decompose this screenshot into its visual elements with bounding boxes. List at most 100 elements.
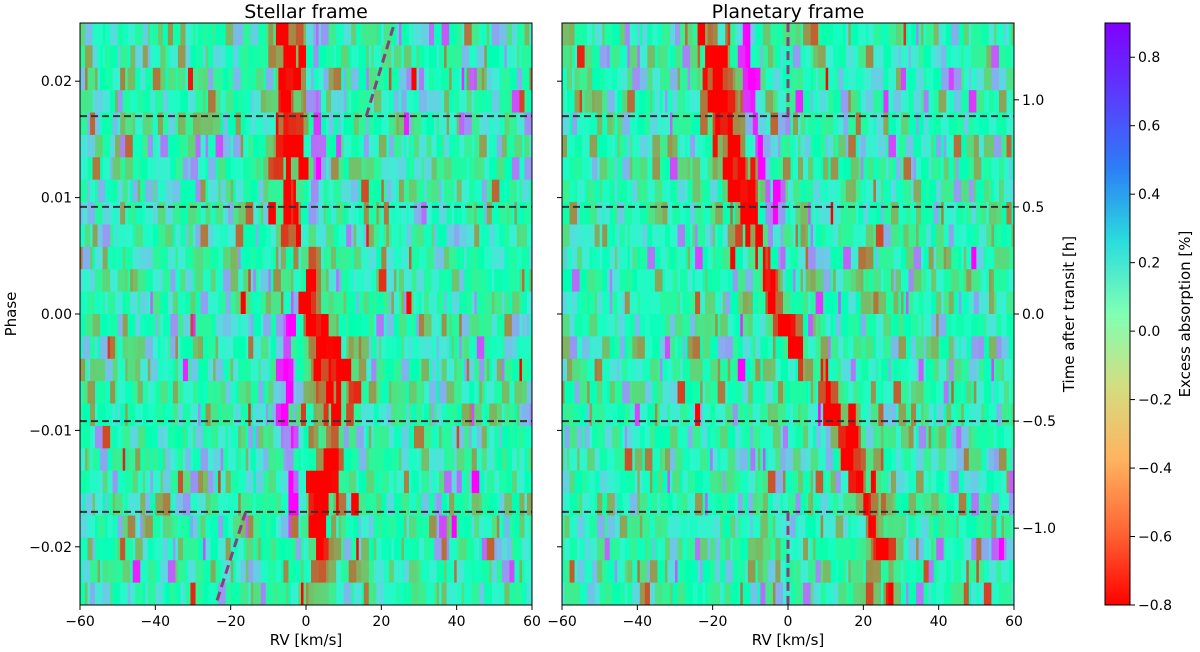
heatmap-cell — [597, 537, 606, 561]
heatmap-cell — [923, 560, 930, 584]
heatmap-cell — [968, 448, 977, 472]
heatmap-cell — [705, 291, 714, 315]
heatmap-cell — [80, 179, 88, 203]
heatmap-cell — [956, 202, 962, 225]
heatmap-cell — [147, 582, 156, 605]
heatmap-cell — [376, 381, 380, 404]
heatmap-cell — [921, 134, 927, 158]
heatmap-cell — [901, 112, 909, 136]
heatmap-cell — [644, 112, 651, 136]
heatmap-cell — [838, 336, 844, 360]
heatmap-cell — [582, 291, 585, 315]
heatmap-cell — [752, 515, 761, 539]
heatmap-cell — [333, 179, 342, 203]
heatmap-cell — [97, 67, 101, 91]
heatmap-cell — [167, 560, 176, 584]
heatmap-cell — [805, 246, 809, 270]
heatmap-cell — [516, 23, 525, 46]
heatmap-cell — [669, 179, 673, 203]
heatmap-cell — [240, 448, 247, 472]
heatmap-cell — [193, 269, 196, 293]
heatmap-cell — [228, 224, 237, 248]
heatmap-cell — [295, 23, 304, 46]
heatmap-cell — [911, 179, 914, 203]
heatmap-cell — [381, 202, 385, 225]
heatmap-cell — [639, 134, 648, 158]
heatmap-cell — [735, 448, 741, 472]
heatmap-cell — [1008, 157, 1012, 181]
heatmap-cell — [429, 470, 432, 494]
heatmap-cell — [775, 470, 784, 494]
heatmap-cell — [341, 560, 345, 584]
heatmap-cell — [760, 224, 764, 248]
heatmap-cell — [218, 246, 224, 270]
heatmap-cell — [808, 112, 817, 136]
heatmap-cell — [830, 157, 839, 181]
heatmap-cell — [700, 45, 706, 69]
heatmap-cell — [589, 134, 598, 158]
heatmap-cell — [338, 515, 342, 539]
heatmap-cell — [97, 45, 101, 69]
heatmap-cell — [933, 537, 937, 561]
heatmap-cell — [562, 202, 570, 225]
heatmap-cell — [185, 23, 191, 46]
heatmap-cell — [878, 493, 882, 516]
heatmap-cell — [363, 224, 367, 248]
heatmap-cell — [185, 381, 194, 404]
heatmap-cell — [579, 582, 588, 605]
heatmap-cell — [916, 425, 919, 449]
heatmap-cell — [700, 560, 704, 584]
heatmap-cell — [321, 90, 327, 113]
heatmap-cell — [526, 448, 530, 472]
heatmap-cell — [238, 537, 244, 561]
heatmap-cell — [607, 470, 616, 494]
heatmap-cell — [860, 112, 869, 136]
heatmap-cell — [644, 448, 653, 472]
heatmap-cell — [664, 246, 668, 270]
heatmap-cell — [260, 582, 267, 605]
heatmap-cell — [429, 381, 437, 404]
heatmap-cell — [634, 403, 641, 427]
heatmap-cell — [132, 381, 139, 404]
heatmap-cell — [260, 269, 269, 293]
heatmap-cell — [639, 67, 648, 91]
heatmap-cell — [933, 425, 940, 449]
heatmap-cell — [978, 45, 987, 69]
heatmap-cell — [366, 45, 370, 69]
heatmap-cell — [157, 448, 164, 472]
heatmap-cell — [268, 470, 277, 494]
heatmap-cell — [943, 470, 950, 494]
heatmap-cell — [431, 269, 435, 293]
heatmap-cell — [612, 291, 618, 315]
heatmap-cell — [122, 493, 126, 516]
heatmap-cell — [323, 336, 327, 360]
heatmap-cell — [416, 560, 420, 584]
heatmap-cell — [393, 470, 397, 494]
heatmap-cell — [808, 246, 817, 270]
heatmap-cell — [484, 358, 488, 382]
heatmap-cell — [710, 224, 714, 248]
heatmap-cell — [285, 314, 289, 337]
heatmap-cell — [584, 425, 591, 449]
heatmap-cell — [584, 179, 588, 203]
heatmap-cell — [504, 246, 510, 270]
heatmap-cell — [366, 157, 375, 181]
heatmap-cell — [504, 403, 510, 427]
heatmap-cell — [782, 224, 791, 248]
heatmap-cell — [727, 179, 731, 203]
heatmap-cell — [112, 425, 119, 449]
heatmap-cell — [682, 112, 691, 136]
heatmap-cell — [368, 336, 372, 360]
heatmap-cell — [489, 90, 493, 113]
heatmap-cell — [639, 560, 648, 584]
heatmap-cell — [80, 246, 83, 270]
heatmap-cell — [80, 90, 86, 113]
heatmap-cell — [308, 448, 317, 472]
heatmap-cell — [562, 291, 568, 315]
heatmap-cell — [416, 493, 420, 516]
heatmap-cell — [135, 493, 141, 516]
heatmap-cell — [747, 179, 756, 203]
heatmap-cell — [348, 560, 357, 584]
heatmap-cell — [295, 358, 304, 382]
heatmap-cell — [785, 179, 789, 203]
